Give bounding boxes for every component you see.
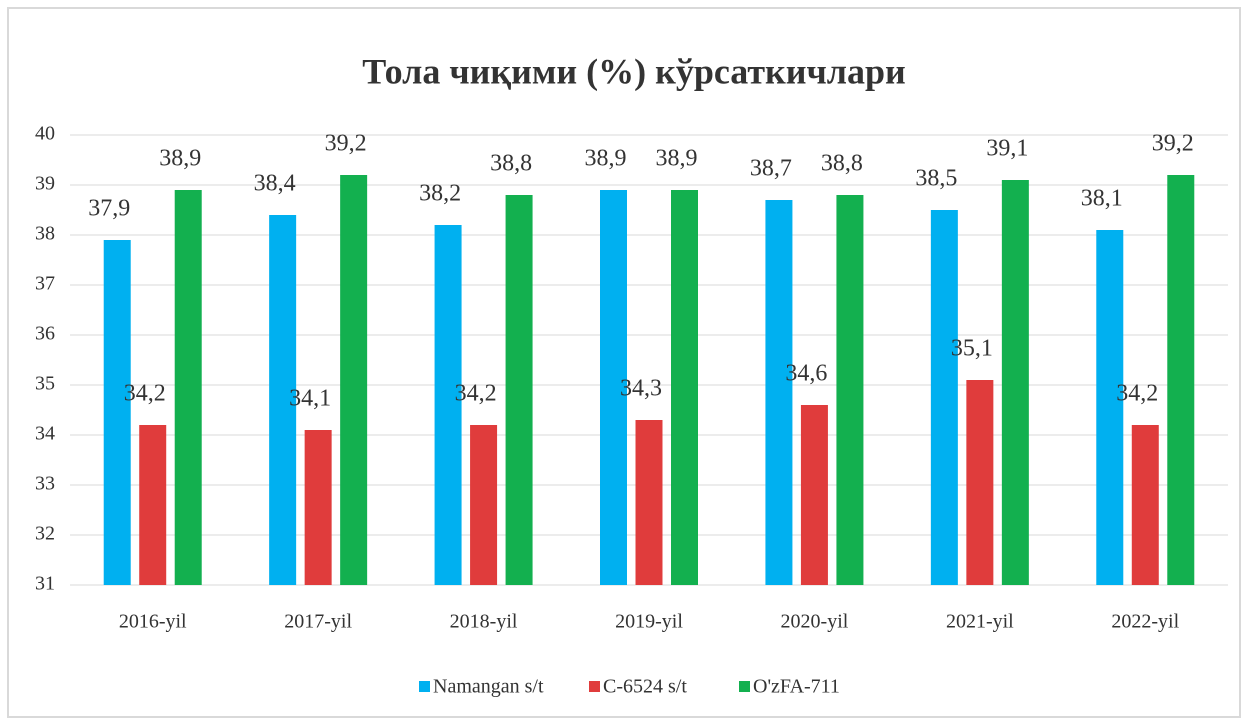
value-label: 38,4 [254, 171, 296, 197]
y-tick-label: 39 [35, 173, 55, 195]
bar [1167, 175, 1195, 585]
bar [340, 175, 368, 585]
bar [1096, 230, 1124, 585]
x-tick-label: 2019-yil [615, 611, 683, 633]
bar [966, 380, 994, 585]
chart-title: Тола чиқими (%) кўрсаткичлари [362, 51, 906, 91]
value-label: 39,2 [1152, 131, 1194, 157]
value-label: 38,8 [490, 151, 532, 177]
legend-label: O'zFA-711 [753, 676, 840, 698]
x-tick-label: 2017-yil [284, 611, 352, 633]
value-label: 37,9 [88, 196, 130, 222]
value-label: 38,9 [585, 146, 627, 172]
value-label: 39,2 [325, 131, 367, 157]
bar [304, 430, 332, 585]
value-label: 34,2 [1116, 381, 1158, 407]
value-label: 38,5 [915, 166, 957, 192]
y-tick-label: 31 [35, 573, 55, 595]
y-tick-label: 36 [35, 323, 55, 345]
value-label: 38,7 [750, 156, 792, 182]
bar [139, 425, 167, 585]
bar [800, 405, 828, 585]
bar [103, 240, 131, 585]
x-tick-label: 2022-yil [1111, 611, 1179, 633]
value-label: 35,1 [951, 336, 993, 362]
bar [930, 210, 958, 585]
y-tick-label: 38 [35, 223, 55, 245]
legend-label: C-6524 s/t [603, 676, 687, 698]
value-label: 38,2 [419, 181, 461, 207]
bar [765, 200, 793, 585]
value-label: 34,2 [124, 381, 166, 407]
bar [434, 225, 462, 585]
bar [635, 420, 663, 585]
y-tick-label: 32 [35, 523, 55, 545]
value-label: 38,9 [159, 146, 201, 172]
value-label: 39,1 [986, 136, 1028, 162]
y-tick-label: 40 [35, 123, 55, 145]
value-label: 34,2 [455, 381, 497, 407]
bar [1131, 425, 1159, 585]
x-tick-label: 2020-yil [781, 611, 849, 633]
legend-swatch [419, 681, 430, 692]
bar [470, 425, 498, 585]
value-label: 38,1 [1081, 186, 1123, 212]
bar [671, 190, 698, 585]
x-tick-label: 2021-yil [946, 611, 1014, 633]
bar [505, 195, 533, 585]
y-tick-label: 35 [35, 373, 55, 395]
bar [1001, 180, 1029, 585]
legend-label: Namangan s/t [433, 676, 544, 698]
y-tick-label: 34 [35, 423, 55, 445]
x-tick-label: 2018-yil [450, 611, 518, 633]
value-label: 34,3 [620, 376, 662, 402]
y-tick-label: 37 [35, 273, 55, 295]
value-label: 34,1 [289, 386, 331, 412]
bar [174, 190, 202, 585]
bar [836, 195, 864, 585]
value-label: 38,9 [656, 146, 698, 172]
value-label: 38,8 [821, 151, 863, 177]
bar [269, 215, 297, 585]
y-tick-label: 33 [35, 473, 55, 495]
x-tick-label: 2016-yil [119, 611, 187, 633]
legend-swatch [589, 681, 600, 692]
value-label: 34,6 [785, 361, 827, 387]
bar [600, 190, 627, 585]
legend-swatch [739, 681, 750, 692]
